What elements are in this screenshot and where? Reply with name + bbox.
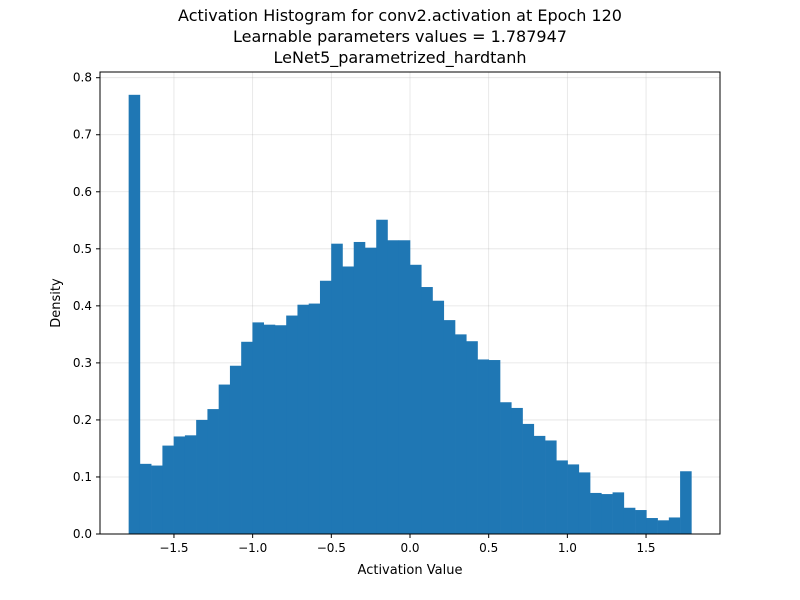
histogram-bar xyxy=(263,324,276,534)
histogram-bar xyxy=(567,464,580,534)
histogram-bar xyxy=(455,334,467,534)
histogram-bar xyxy=(533,435,546,534)
histogram-bar xyxy=(635,510,647,534)
y-tick-label: 0.4 xyxy=(73,299,92,313)
histogram-bar xyxy=(443,320,456,534)
histogram-bar xyxy=(196,419,208,534)
histogram-bar xyxy=(151,465,163,534)
x-tick-label: −1.5 xyxy=(159,541,188,555)
histogram-bar xyxy=(500,402,512,534)
histogram-bar xyxy=(387,240,400,534)
histogram-bar xyxy=(590,492,602,534)
histogram-bar xyxy=(612,492,625,534)
bars-layer xyxy=(128,94,692,534)
histogram-bar xyxy=(601,494,613,534)
histogram-bar xyxy=(173,436,186,534)
histogram-bar xyxy=(680,471,692,534)
histogram-bar xyxy=(668,517,681,534)
histogram-bar xyxy=(545,440,557,534)
histogram-bar xyxy=(646,518,658,534)
histogram-bar xyxy=(398,240,411,534)
histogram-bar xyxy=(128,94,141,534)
histogram-bar xyxy=(297,304,310,534)
x-tick-label: −0.5 xyxy=(317,541,346,555)
histogram-bar xyxy=(162,445,174,534)
histogram-bar xyxy=(139,463,152,534)
histogram-bar xyxy=(207,409,219,534)
histogram-bar xyxy=(364,247,377,534)
y-tick-label: 0.1 xyxy=(73,470,92,484)
histogram-bar xyxy=(432,300,445,534)
histogram-bar xyxy=(342,266,355,534)
y-tick-label: 0.6 xyxy=(73,185,92,199)
ticks-layer: −1.5 −1.0 −0.5 0.0 0.5 1.0 1.5 0.0 0.1 0.2 0.3 0.4 0… xyxy=(73,71,656,555)
histogram-bar xyxy=(218,384,231,534)
histogram-bar xyxy=(488,360,501,534)
y-tick-label: 0.7 xyxy=(73,128,92,142)
x-tick-label: 1.0 xyxy=(558,541,577,555)
histogram-bar xyxy=(252,322,264,534)
y-tick-label: 0.5 xyxy=(73,242,92,256)
x-tick-label: 1.5 xyxy=(636,541,655,555)
histogram-bar xyxy=(286,315,298,534)
y-tick-label: 0.3 xyxy=(73,356,92,370)
y-tick-label: 0.8 xyxy=(73,71,92,85)
chart-title-line-3: LeNet5_parametrized_hardtanh xyxy=(273,48,527,67)
histogram-bar xyxy=(353,241,366,534)
histogram-bar xyxy=(308,303,321,534)
y-tick-label: 0.2 xyxy=(73,413,92,427)
histogram-bar xyxy=(511,407,523,534)
y-axis-label: Density xyxy=(49,278,64,328)
histogram-bar xyxy=(578,472,591,534)
x-tick-label: 0.5 xyxy=(479,541,498,555)
histogram-bar xyxy=(319,280,332,534)
histogram-bar xyxy=(241,341,253,534)
histogram-bar xyxy=(556,460,568,534)
y-tick-label: 0.0 xyxy=(73,527,92,541)
x-axis-label: Activation Value xyxy=(358,563,463,578)
x-tick-label: 0.0 xyxy=(400,541,419,555)
histogram-bar xyxy=(477,359,490,534)
histogram-bar xyxy=(229,365,242,534)
histogram-bar xyxy=(376,219,388,534)
x-tick-label: −1.0 xyxy=(238,541,267,555)
chart-title-line-1: Activation Histogram for conv2.activatio… xyxy=(178,6,622,25)
histogram-bar xyxy=(274,325,287,534)
histogram-bar xyxy=(331,243,343,534)
chart-title-line-2: Learnable parameters values = 1.787947 xyxy=(233,27,567,46)
histogram-bar xyxy=(410,264,422,534)
histogram-bar xyxy=(657,520,670,534)
histogram-bar xyxy=(466,341,478,534)
histogram-bar xyxy=(421,287,433,534)
histogram-bar xyxy=(184,435,197,534)
histogram-bar xyxy=(623,507,636,534)
histogram-bar xyxy=(522,423,535,534)
